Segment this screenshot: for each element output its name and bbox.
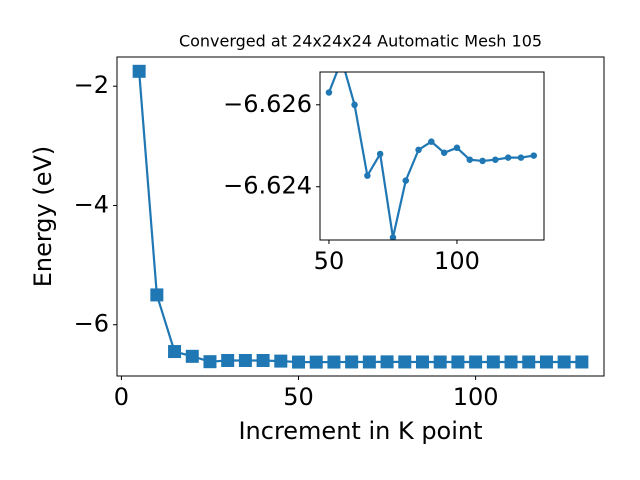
marker [433,355,447,369]
marker [492,156,499,163]
marker [274,354,288,368]
marker [389,234,397,240]
y-tick-label: −6.624 [223,172,312,200]
chart-title: Converged at 24x24x24 Automatic Mesh 105 [179,32,542,51]
marker [238,353,252,367]
marker [325,89,333,96]
marker [517,154,525,161]
marker [380,355,394,369]
marker [486,355,500,369]
marker [428,138,435,145]
x-tick-label: 100 [453,383,499,411]
axes-frame [319,71,545,241]
y-tick-label: −6 [74,310,109,338]
marker [530,152,538,159]
plot-content [132,64,589,369]
marker [376,150,384,158]
marker [168,345,182,359]
marker [575,355,589,369]
marker [539,355,553,369]
marker [522,355,536,369]
marker [203,355,217,369]
marker [451,355,465,369]
axes-frame [116,56,605,377]
marker [185,349,199,363]
marker [351,101,358,109]
x-tick-label: 50 [283,383,314,411]
marker [398,355,412,369]
marker [453,144,461,152]
marker [345,355,359,369]
x-tick-label: 50 [314,247,345,275]
plot-content [325,72,538,240]
marker [504,154,512,161]
marker [292,355,306,369]
x-tick-label: 0 [114,383,129,411]
marker [469,355,483,369]
marker [415,355,429,369]
marker [221,353,235,367]
y-tick-label: −6.626 [223,90,312,118]
marker [364,172,371,179]
marker [402,177,410,184]
x-tick-label: 100 [434,247,480,275]
marker [309,355,323,369]
marker [504,355,518,369]
marker [132,64,146,78]
marker [479,157,486,165]
x-axis-label: Increment in K point [238,417,482,445]
marker [557,355,571,369]
marker [327,355,341,369]
y-axis-label: Energy (eV) [29,146,57,288]
y-tick-label: −2 [74,71,109,99]
marker [256,353,270,367]
marker [440,149,448,156]
marker [362,355,376,369]
marker [466,156,474,163]
marker [415,146,422,154]
y-tick-label: −4 [74,190,109,218]
marker [150,288,164,302]
